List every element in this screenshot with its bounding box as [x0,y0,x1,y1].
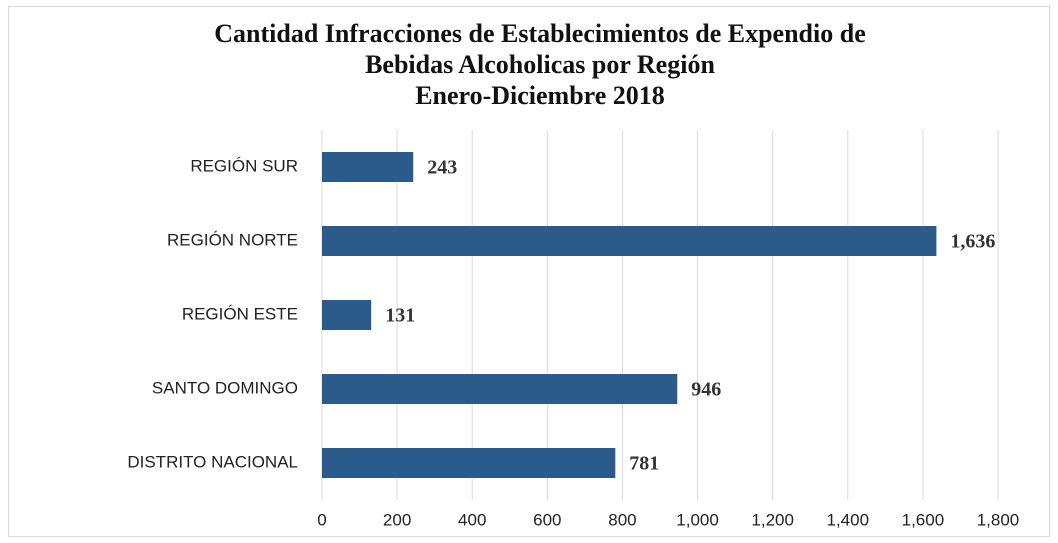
chart-subtitle: Enero-Diciembre 2018 [415,81,665,110]
x-tick-label: 1,600 [902,510,945,529]
y-tick-label: REGIÓN NORTE [167,230,298,249]
y-tick-label: REGIÓN ESTE [182,304,298,323]
x-tick-label: 1,200 [751,510,794,529]
x-tick-label: 1,800 [977,510,1020,529]
bar [322,448,616,478]
bar [322,300,372,330]
data-label: 781 [629,453,659,475]
title-block: Cantidad Infracciones de Establecimiento… [190,18,890,111]
x-tick-label: 0 [317,510,326,529]
data-label: 243 [427,157,457,179]
x-tick-label: 600 [533,510,561,529]
data-label: 131 [385,305,415,327]
chart-frame [8,6,1050,537]
data-label: 946 [691,379,721,401]
y-tick-label: SANTO DOMINGO [152,378,298,397]
bar [322,374,678,404]
x-tick-label: 800 [608,510,636,529]
x-tick-label: 200 [383,510,411,529]
x-tick-label: 1,400 [827,510,870,529]
x-tick-label: 1,000 [676,510,719,529]
bar [322,152,414,182]
y-tick-label: REGIÓN SUR [190,156,298,175]
x-tick-label: 400 [458,510,486,529]
chart-title: Cantidad Infracciones de Establecimiento… [214,19,866,79]
y-tick-label: DISTRITO NACIONAL [127,452,298,471]
bar [322,226,937,256]
data-label: 1,636 [950,231,995,253]
